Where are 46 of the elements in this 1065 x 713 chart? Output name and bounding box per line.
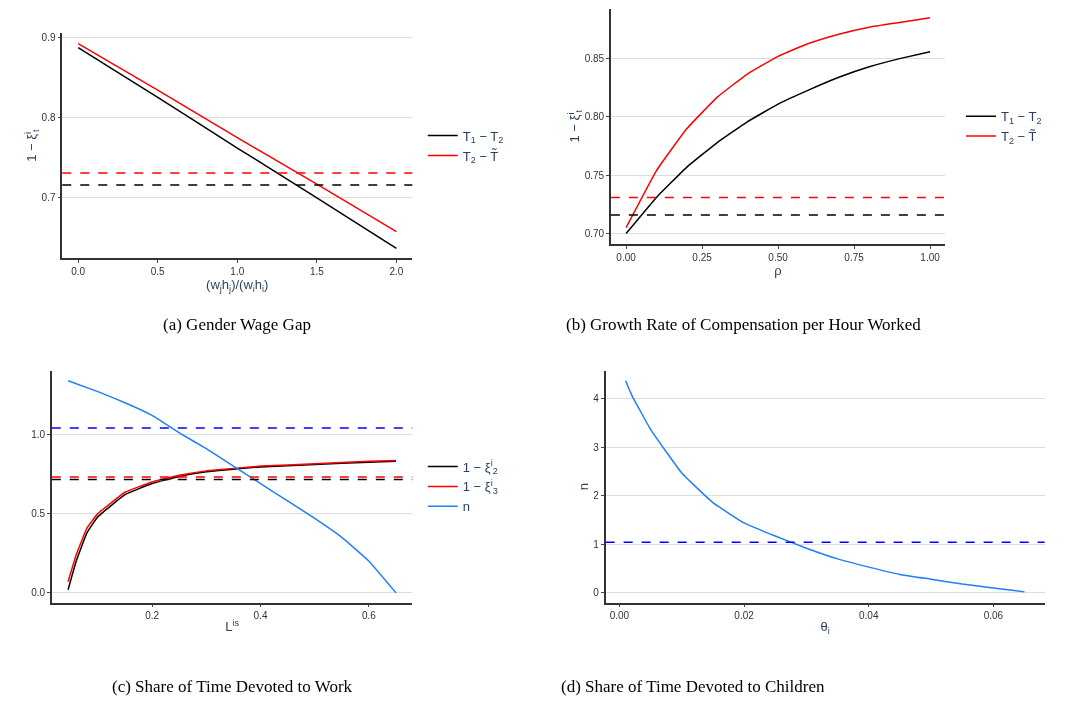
y-tick-label: 0.85 [584, 53, 605, 65]
text: (b) Growth Rate of Compensation per Hour Worked [566, 315, 922, 334]
x-tick-label: 0.04 [859, 610, 879, 622]
x-tick-label: 0.0 [71, 265, 86, 277]
legend-label: n [462, 499, 471, 515]
y-tick-label: 0 [593, 587, 600, 599]
x-tick-label: 1.00 [920, 251, 941, 263]
y-tick-label: 0.80 [584, 111, 605, 123]
legend-label: T$_{1}$ − T$_{2}$ [462, 128, 504, 146]
x-tick-label: 0.4 [253, 610, 268, 622]
text: (w$_{j}$h$_{j}$)/(w$_{i}$h$_{i}$) [206, 276, 269, 294]
x-tick-label: 0.06 [983, 610, 1004, 622]
x-tick-label: 2.0 [389, 265, 404, 277]
x-tick-label: 0.75 [844, 251, 865, 263]
x-tick-label: 0.5 [150, 265, 166, 277]
x-tick-label: 0.00 [616, 251, 637, 263]
y-tick-label: 1.0 [31, 428, 46, 440]
y-tick-label: 0.0 [31, 587, 46, 599]
x-axis-title: ρ [774, 262, 782, 278]
y-tick-label: 0.75 [584, 169, 605, 181]
y-tick-label: 0.8 [41, 111, 56, 123]
y-axis-title: n [575, 482, 591, 491]
x-axis-title: θ$_{i}$ [820, 619, 830, 637]
x-tick-label: 1.0 [230, 265, 245, 277]
y-tick-label: 0.70 [584, 228, 605, 240]
x-tick-label: 0.6 [362, 610, 377, 622]
y-tick-label: 2 [593, 490, 600, 502]
x-tick-label: 0.50 [768, 251, 789, 263]
y-tick-label: 0.9 [41, 31, 56, 43]
y-tick-label: 0.7 [41, 192, 56, 204]
x-tick-label: 0.02 [734, 610, 755, 622]
y-tick-label: 0.5 [31, 508, 46, 520]
legend-label: T$_{1}$ − T$_{2}$ [1000, 109, 1042, 127]
legend-label: T$_{2}$ − T̃ [1000, 129, 1037, 146]
x-axis-title: L$^{is}$ [225, 617, 240, 635]
text: (a) Gender Wage Gap [163, 315, 311, 334]
y-tick-label: 4 [593, 393, 600, 405]
x-tick-label: 1.5 [309, 265, 325, 277]
x-tick-label: 0.00 [609, 610, 630, 622]
y-tick-label: 3 [593, 441, 600, 453]
text: (d) Share of Time Devoted to Children [561, 677, 825, 696]
text: (c) Share of Time Devoted to Work [112, 677, 353, 696]
y-tick-label: 1 [593, 538, 600, 550]
legend-label: T$_{2}$ − T̃ [462, 148, 499, 166]
x-tick-label: 0.2 [145, 610, 160, 622]
x-tick-label: 0.25 [692, 251, 713, 263]
